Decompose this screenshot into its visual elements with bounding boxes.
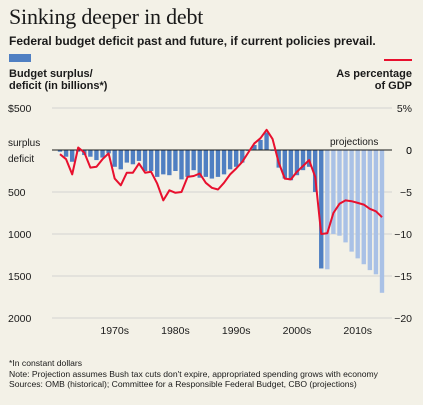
deficit-bar <box>306 150 312 167</box>
deficit-bar <box>288 150 294 181</box>
left-axis-label: deficit (in billions*) <box>9 80 108 92</box>
left-tick-label: 500 <box>8 187 26 199</box>
footnote-constant-dollars: *In constant dollars <box>9 358 83 368</box>
deficit-bar <box>136 150 142 161</box>
footnotes: *In constant dollars Note: Projection as… <box>9 358 378 390</box>
x-tick-label: 2010s <box>343 325 372 337</box>
deficit-bar <box>240 150 245 163</box>
deficit-bar <box>124 150 130 163</box>
deficit-bar <box>227 150 233 170</box>
deficit-bar <box>258 139 263 150</box>
right-tick-label: 0 <box>406 145 412 157</box>
deficit-bar <box>355 150 360 259</box>
projections-label: projections <box>330 137 378 148</box>
right-axis-label: of GDP <box>375 80 412 92</box>
deficit-bar <box>343 150 348 243</box>
deficit-label: deficit <box>8 154 34 165</box>
deficit-bar <box>173 150 178 171</box>
deficit-bar <box>167 150 172 176</box>
left-axis-label: Budget surplus/ <box>9 68 93 80</box>
deficit-bar <box>191 150 196 171</box>
right-tick-label: 5% <box>397 103 412 115</box>
deficit-bar <box>118 150 123 170</box>
deficit-bar <box>155 150 160 177</box>
deficit-bar <box>300 150 306 171</box>
deficit-bar <box>294 150 300 176</box>
deficit-bar <box>282 150 287 179</box>
deficit-bar <box>179 150 184 180</box>
right-tick-label: −10 <box>394 229 412 241</box>
deficit-bar <box>203 150 208 177</box>
deficit-bar <box>100 150 105 158</box>
deficit-bar <box>215 150 221 177</box>
deficit-bar <box>367 150 373 271</box>
right-tick-label: −5 <box>400 187 412 199</box>
deficit-bar <box>63 150 69 157</box>
deficit-bar <box>161 150 166 175</box>
left-tick-label: 2000 <box>8 313 32 325</box>
deficit-bar <box>148 150 154 171</box>
deficit-bar <box>88 150 93 157</box>
percent-gdp-line <box>59 128 383 235</box>
x-tick-label: 1970s <box>100 325 129 337</box>
deficit-bar <box>319 150 324 269</box>
right-zero-label: 0 <box>406 145 412 157</box>
deficit-bar <box>185 150 190 177</box>
deficit-bar <box>264 132 269 150</box>
deficit-bar <box>57 150 63 152</box>
left-tick-label: 1000 <box>8 229 32 241</box>
deficit-bar <box>112 150 117 167</box>
deficit-bar <box>94 150 99 161</box>
deficit-bar <box>130 150 136 165</box>
page-subtitle: Federal budget deficit past and future, … <box>9 34 376 48</box>
deficit-bar <box>234 150 239 167</box>
page-title: Sinking deeper in debt <box>9 4 204 29</box>
right-axis-label: As percentage <box>336 68 412 80</box>
deficit-bar <box>325 150 330 270</box>
deficit-bar <box>69 150 75 162</box>
deficit-bar <box>337 150 342 236</box>
deficit-bar <box>221 150 227 175</box>
deficit-bar <box>197 150 202 178</box>
x-tick-label: 1990s <box>222 325 251 337</box>
deficit-bar <box>209 150 215 179</box>
surplus-label: surplus <box>8 138 40 149</box>
left-tick-label: 1500 <box>8 271 32 283</box>
deficit-bar <box>312 150 318 192</box>
deficit-bar <box>252 144 257 150</box>
deficit-bar <box>361 150 366 265</box>
deficit-bar <box>331 150 336 234</box>
axis-labels: $500 500 1000 1500 2000 5% 0 −5 −10 −15 −20 1970s 19… <box>8 54 412 337</box>
deficit-bar <box>142 150 148 171</box>
right-tick-label: −20 <box>394 313 412 325</box>
x-tick-label: 2000s <box>283 325 312 337</box>
bar-legend-swatch <box>9 54 31 62</box>
deficit-bar <box>106 150 111 154</box>
footnote-sources: Sources: OMB (historical); Committee for… <box>9 379 357 390</box>
deficit-bar <box>379 150 385 293</box>
percent-gdp-series-line <box>59 128 383 235</box>
x-tick-label: 1980s <box>161 325 190 337</box>
right-tick-label: −15 <box>394 271 412 283</box>
footnote-note: Note: Projection assumes Bush tax cuts d… <box>9 368 378 379</box>
left-tick-label: $500 <box>8 103 32 115</box>
